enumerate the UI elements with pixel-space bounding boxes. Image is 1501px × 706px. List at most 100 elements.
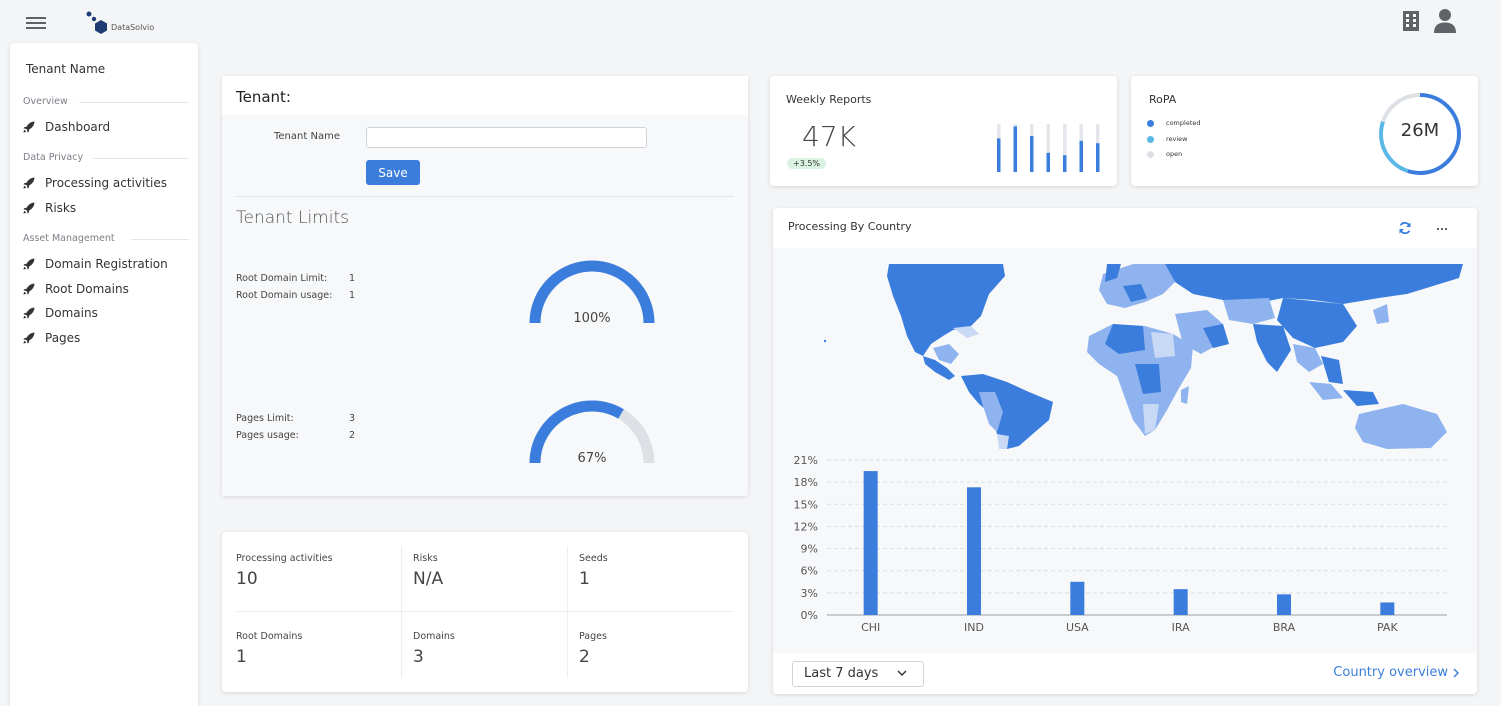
ropa-title: RoPA: [1149, 93, 1177, 106]
world-map: [823, 264, 1463, 449]
tenant-card: Tenant: Tenant Name Save Tenant Limits R…: [222, 76, 748, 496]
legend-review: review: [1147, 135, 1188, 143]
rocket-icon: [23, 177, 35, 189]
sparkline-bar: [1030, 136, 1034, 172]
sidebar-item-root-domains[interactable]: Root Domains: [23, 279, 129, 299]
tenant-limits-title: Tenant Limits: [236, 208, 349, 228]
refresh-icon[interactable]: [1398, 221, 1412, 235]
sidebar-item-label: Root Domains: [45, 282, 129, 296]
weekly-change-badge: +3.5%: [787, 158, 827, 169]
root-domain-limit-value: 1: [349, 273, 356, 284]
x-tick-label: IND: [964, 621, 984, 634]
rocket-icon: [23, 307, 35, 319]
sparkline-bar: [1046, 152, 1050, 172]
sparkline-bar: [1013, 126, 1017, 172]
sparkline-track: [1046, 124, 1050, 172]
bar-chi: [863, 471, 878, 615]
user-icon[interactable]: [1433, 8, 1457, 34]
sidebar-item-domain-registration[interactable]: Domain Registration: [23, 254, 168, 274]
country-bar-chart: 0% 3% 6% 9% 12% 15% 18% 21% CHI IND USA IRA BRA PAK: [794, 454, 1447, 634]
sidebar-item-pages[interactable]: Pages: [23, 328, 80, 348]
x-tick-label: PAK: [1377, 621, 1398, 634]
sparkline-bar: [1096, 143, 1100, 172]
sparkline-track: [1063, 124, 1067, 172]
more-options-icon[interactable]: [1433, 220, 1451, 234]
weekly-reports-value: 47K: [802, 120, 856, 153]
y-tick-label: 9%: [801, 543, 818, 556]
sidebar-item-label: Pages: [45, 331, 81, 345]
sidebar-item-dashboard[interactable]: Dashboard: [23, 117, 110, 137]
chevron-right-icon: [1453, 667, 1459, 678]
y-tick-label: 6%: [801, 565, 818, 578]
rocket-icon: [23, 121, 35, 133]
y-tick-label: 15%: [794, 498, 818, 511]
logo: DataSolvio: [86, 10, 166, 38]
ropa-donut: [1379, 93, 1461, 175]
sidebar-item-processing-activities[interactable]: Processing activities: [23, 173, 167, 193]
root-domain-limit-label: Root Domain Limit:: [236, 273, 328, 284]
bar-bra: [1277, 594, 1291, 615]
processing-by-country-card: Processing By Country: [773, 208, 1477, 694]
country-overview-label: Country overview: [1333, 665, 1448, 680]
bar-ind: [967, 487, 981, 615]
pages-usage-label: Pages usage:: [236, 430, 299, 441]
weekly-reports-card: Weekly Reports 47K +3.5%: [770, 76, 1117, 186]
ropa-card: RoPA completed review open 26M: [1131, 76, 1478, 186]
donut-segment-review: [1379, 93, 1461, 175]
pages-gauge-percent: 67%: [577, 451, 607, 466]
x-tick-label: IRA: [1172, 621, 1190, 634]
y-tick-label: 18%: [794, 476, 818, 489]
pages-limit-label: Pages Limit:: [236, 413, 294, 424]
sparkline-bar: [1079, 140, 1083, 172]
sparkline-bar: [1063, 155, 1067, 172]
y-tick-label: 3%: [801, 587, 818, 600]
y-tick-label: 21%: [794, 454, 818, 467]
bar-ira: [1173, 589, 1188, 615]
pages-usage-value: 2: [349, 430, 356, 441]
weekly-sparkline: [997, 124, 1100, 172]
tenant-name-input[interactable]: [366, 127, 647, 148]
weekly-reports-title: Weekly Reports: [786, 93, 872, 106]
bar-pak: [1380, 602, 1395, 615]
legend-completed: completed: [1147, 119, 1201, 127]
stat-processing-activities: Processing activities 10: [236, 553, 333, 589]
sidebar-item-label: Domains: [45, 306, 98, 320]
country-overview-link[interactable]: Country overview: [1333, 665, 1459, 680]
stat-seeds: Seeds 1: [579, 553, 608, 589]
divider: [236, 196, 734, 197]
processing-by-country-title: Processing By Country: [788, 220, 912, 233]
bar-usa: [1070, 581, 1085, 615]
stat-pages: Pages 2: [579, 631, 607, 667]
sidebar-section-overview: Overview: [23, 96, 189, 107]
stat-root-domains: Root Domains 1: [236, 631, 303, 667]
sidebar-section-data-privacy: Data Privacy: [23, 152, 189, 163]
sidebar-item-label: Dashboard: [45, 120, 111, 134]
y-tick-label: 12%: [794, 520, 818, 533]
pages-gauge: [529, 400, 655, 464]
sidebar-item-label: Domain Registration: [45, 257, 168, 271]
save-button[interactable]: Save: [366, 160, 420, 185]
stat-domains: Domains 3: [413, 631, 455, 667]
logo-icon: [86, 11, 107, 34]
rocket-icon: [23, 202, 35, 214]
sidebar-tenant-name: Tenant Name: [26, 62, 106, 76]
ropa-value: 26M: [1400, 120, 1440, 141]
x-tick-label: BRA: [1273, 621, 1296, 634]
rocket-icon: [23, 283, 35, 295]
period-select[interactable]: Last 7 days: [792, 661, 924, 687]
y-tick-label: 0%: [801, 609, 818, 622]
sidebar-item-risks[interactable]: Risks: [23, 198, 76, 218]
root-domain-usage-label: Root Domain usage:: [236, 290, 333, 301]
sidebar-item-label: Processing activities: [45, 176, 167, 190]
logo-text: DataSolvio: [111, 23, 155, 32]
sidebar-item-domains[interactable]: Domains: [23, 303, 98, 323]
building-icon[interactable]: [1401, 10, 1421, 32]
pages-limit-value: 3: [349, 413, 356, 424]
stats-card: Processing activities 10 Risks N/A Seeds 1 …: [222, 532, 748, 692]
x-tick-label: USA: [1066, 621, 1089, 634]
stat-risks: Risks N/A: [413, 553, 444, 589]
rocket-icon: [23, 258, 35, 270]
root-domain-gauge: [529, 260, 655, 324]
chevron-down-icon: [897, 670, 907, 677]
menu-icon[interactable]: [26, 14, 46, 32]
